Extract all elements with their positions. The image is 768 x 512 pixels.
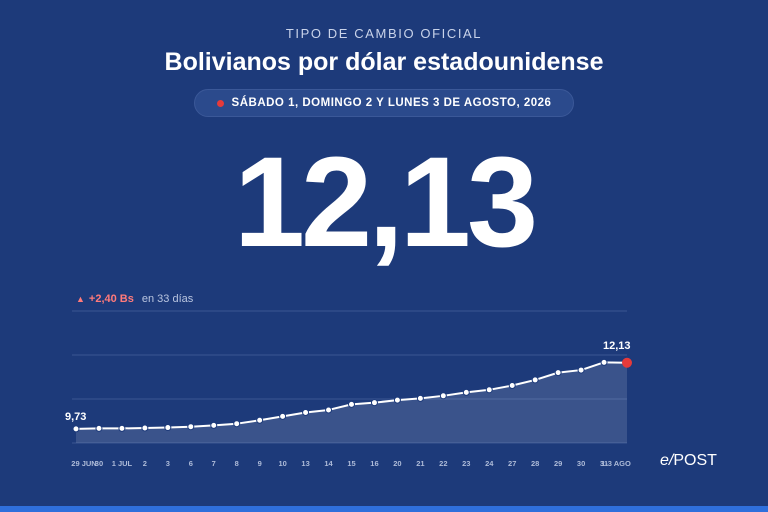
change-indicator: ▲ +2,40 Bs en 33 días	[76, 293, 193, 305]
x-tick-label: 20	[393, 459, 401, 468]
bottom-bar	[0, 506, 768, 512]
current-rate: 12,13	[233, 131, 538, 274]
x-tick-label: 7	[212, 459, 216, 468]
change-period: en 33 días	[141, 293, 194, 305]
data-point	[348, 400, 355, 408]
data-point	[118, 424, 126, 432]
date-label: SÁBADO 1, DOMINGO 2 Y LUNES 3 DE AGOSTO,…	[231, 97, 552, 109]
area-fill	[76, 362, 627, 443]
x-tick-label: 24	[485, 459, 494, 468]
x-tick-label: 9	[258, 459, 262, 468]
x-tick-label: 15	[347, 459, 355, 468]
data-point	[508, 382, 516, 390]
x-tick-label: 29	[554, 459, 562, 468]
data-point	[370, 399, 378, 407]
brand-logo: e/POST	[660, 452, 717, 469]
x-tick-label: 21	[416, 459, 424, 468]
last-value-label: 12,13	[603, 340, 631, 352]
live-dot-icon	[216, 99, 224, 107]
data-point	[256, 416, 264, 424]
data-point-latest	[622, 357, 632, 368]
data-point	[95, 424, 103, 432]
x-tick-label: 31	[600, 459, 608, 468]
x-tick-label: 22	[439, 459, 447, 468]
data-point	[141, 424, 149, 432]
x-tick-label: 28	[531, 459, 539, 468]
date-badge: SÁBADO 1, DOMINGO 2 Y LUNES 3 DE AGOSTO,…	[194, 89, 574, 117]
x-tick-label: 30	[95, 459, 103, 468]
x-tick-label: 27	[508, 459, 516, 468]
x-tick-label: 30	[577, 459, 585, 468]
x-tick-label: 13	[301, 459, 309, 468]
data-point	[302, 409, 310, 417]
data-point	[531, 376, 539, 384]
data-point	[233, 420, 241, 428]
data-point	[439, 392, 447, 400]
x-tick-label: 2	[143, 459, 147, 468]
first-value-label: 9,73	[65, 411, 86, 423]
data-point	[187, 423, 195, 431]
data-point	[393, 396, 401, 404]
data-point	[462, 388, 470, 396]
data-point	[485, 386, 493, 394]
x-tick-label: 6	[189, 459, 193, 468]
data-point	[416, 394, 424, 402]
x-tick-label: 23	[462, 459, 470, 468]
x-tick-label: 10	[278, 459, 286, 468]
data-point	[210, 421, 218, 429]
data-point	[72, 425, 80, 433]
kicker: TIPO DE CAMBIO OFICIAL	[285, 26, 483, 41]
data-point	[325, 406, 333, 414]
change-amount: +2,40 Bs	[88, 293, 134, 305]
data-point	[554, 369, 562, 377]
x-tick-label: 29 JUN	[71, 459, 96, 468]
x-tick-label: 3	[166, 459, 170, 468]
x-tick-label: 16	[370, 459, 378, 468]
up-triangle-icon: ▲	[76, 294, 85, 304]
data-point	[279, 412, 287, 420]
x-tick-label: 14	[324, 459, 333, 468]
x-tick-label: 1 JUL	[112, 459, 133, 468]
page-title: Bolivianos por dólar estadounidense	[164, 48, 604, 76]
data-point	[600, 358, 608, 366]
x-tick-label: 8	[235, 459, 239, 468]
data-point	[577, 366, 585, 374]
x-tick-label: 1-3 AGO	[601, 459, 631, 468]
data-point	[164, 424, 172, 432]
